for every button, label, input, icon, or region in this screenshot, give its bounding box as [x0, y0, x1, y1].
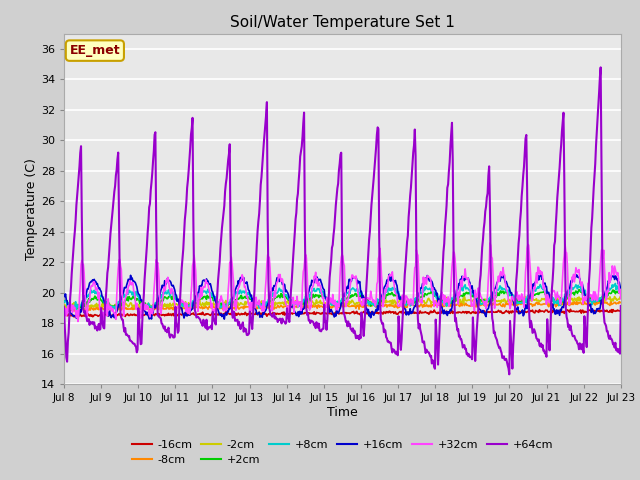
- X-axis label: Time: Time: [327, 406, 358, 419]
- Text: EE_met: EE_met: [70, 44, 120, 57]
- Title: Soil/Water Temperature Set 1: Soil/Water Temperature Set 1: [230, 15, 455, 30]
- Y-axis label: Temperature (C): Temperature (C): [25, 158, 38, 260]
- Legend: -16cm, -8cm, -2cm, +2cm, +8cm, +16cm, +32cm, +64cm: -16cm, -8cm, -2cm, +2cm, +8cm, +16cm, +3…: [127, 435, 557, 469]
